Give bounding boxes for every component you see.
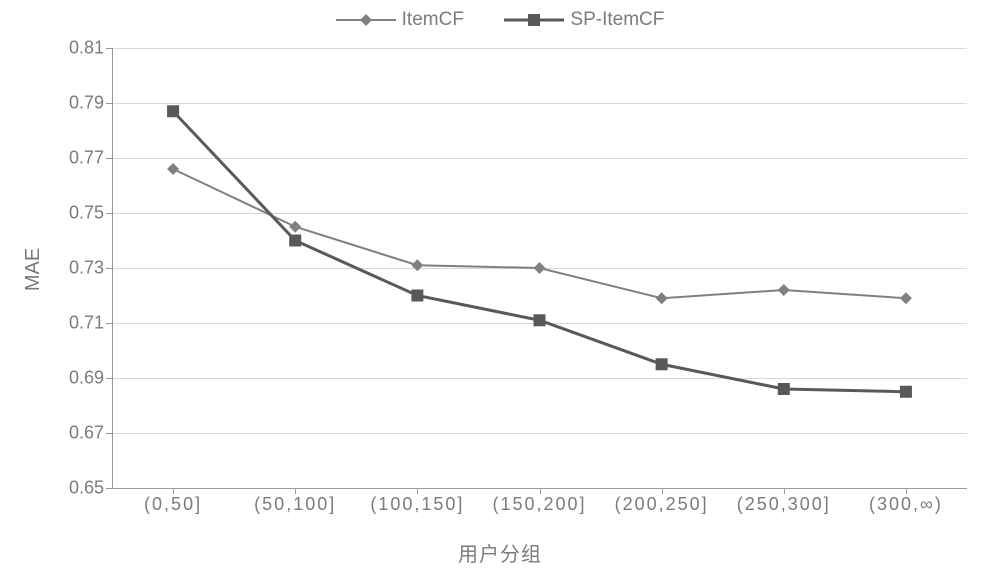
square-marker-icon [900,386,912,398]
x-axis-title: 用户分组 [0,538,1000,567]
diamond-marker-icon [900,292,912,304]
x-tick-mark [417,488,418,494]
square-marker-icon [411,290,423,302]
diamond-marker-icon [411,259,423,271]
square-marker-icon [656,358,668,370]
y-axis-title: MAE [22,248,45,291]
legend-label: ItemCF [402,9,464,31]
diamond-marker-icon [360,14,372,26]
series-line [173,111,906,392]
legend: ItemCF SP-ItemCF [0,8,1000,31]
square-marker-icon [289,235,301,247]
x-tick-mark [906,488,907,494]
x-tick-mark [540,488,541,494]
mae-line-chart: ItemCF SP-ItemCF MAE 0.650.670.690.710.7… [0,0,1000,575]
y-tick-mark [106,158,112,159]
series-line [173,169,906,298]
diamond-marker-icon [656,292,668,304]
x-tick-mark [295,488,296,494]
square-marker-icon [534,314,546,326]
square-marker-icon [167,105,179,117]
legend-swatch-sp-itemcf [504,19,564,21]
legend-swatch-itemcf [336,19,396,21]
x-tick-mark [662,488,663,494]
y-tick-mark [106,213,112,214]
x-tick-mark [173,488,174,494]
legend-item-itemcf: ItemCF [336,9,464,31]
y-tick-mark [106,323,112,324]
y-tick-mark [106,378,112,379]
y-tick-mark [106,433,112,434]
square-marker-icon [778,383,790,395]
y-tick-mark [106,48,112,49]
y-tick-mark [106,268,112,269]
series-itemcf [167,163,912,304]
square-marker-icon [528,14,540,26]
diamond-marker-icon [289,221,301,233]
diamond-marker-icon [167,163,179,175]
legend-label: SP-ItemCF [570,9,664,31]
x-tick-mark [784,488,785,494]
diamond-marker-icon [534,262,546,274]
series-layer [112,48,967,488]
legend-item-sp-itemcf: SP-ItemCF [504,9,664,31]
diamond-marker-icon [778,284,790,296]
y-tick-mark [106,488,112,489]
series-sp_itemcf [167,105,912,398]
plot-area: 0.650.670.690.710.730.750.770.790.81(0,5… [112,48,967,488]
y-tick-mark [106,103,112,104]
